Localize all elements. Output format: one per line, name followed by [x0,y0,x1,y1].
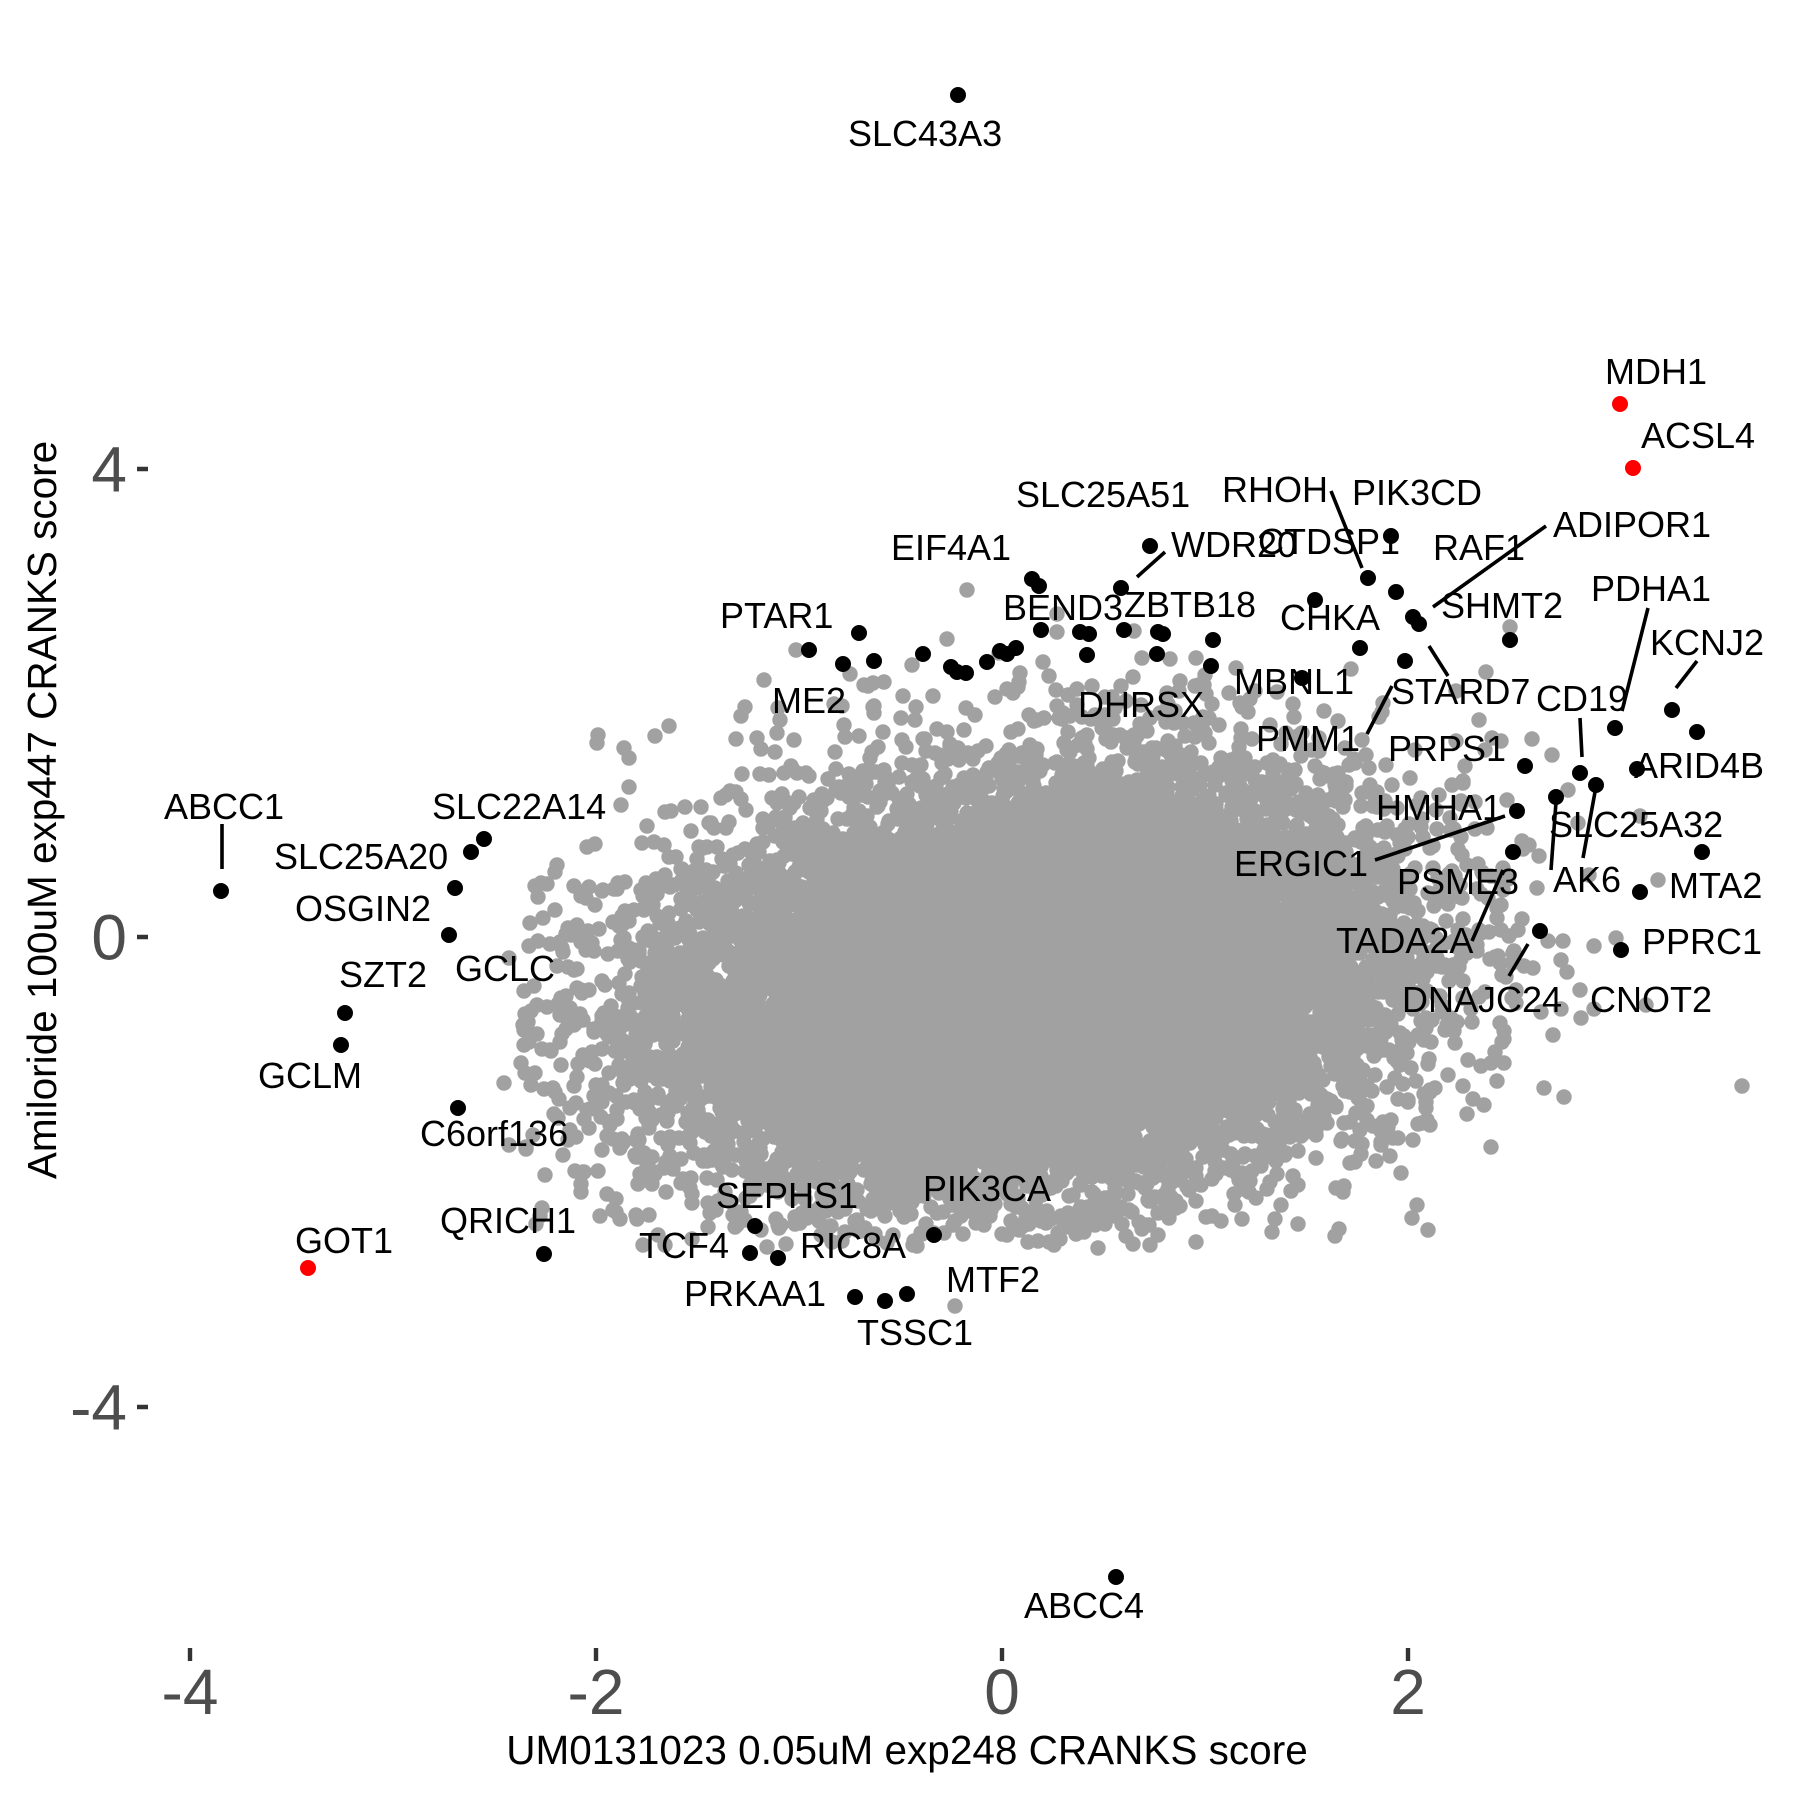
svg-text:SLC22A14: SLC22A14 [432,786,606,827]
svg-text:Amiloride 100uM exp447 CRANKS: Amiloride 100uM exp447 CRANKS score [19,441,65,1179]
svg-text:OSGIN2: OSGIN2 [295,888,431,929]
svg-text:PRKAA1: PRKAA1 [684,1273,826,1314]
svg-text:AK6: AK6 [1553,859,1621,900]
svg-text:0: 0 [91,902,127,974]
svg-text:ZBTB18: ZBTB18 [1124,584,1256,625]
svg-text:RHOH: RHOH [1222,469,1328,510]
svg-text:QRICH1: QRICH1 [440,1200,576,1241]
svg-text:PIK3CA: PIK3CA [923,1168,1051,1209]
svg-text:SEPHS1: SEPHS1 [716,1175,858,1216]
svg-text:ARID4B: ARID4B [1634,745,1764,786]
svg-text:PRPS1: PRPS1 [1388,728,1506,769]
svg-text:GCLM: GCLM [258,1055,362,1096]
svg-text:ERGIC1: ERGIC1 [1234,843,1368,884]
svg-text:CD19: CD19 [1536,678,1628,719]
svg-text:SHMT2: SHMT2 [1441,585,1563,626]
svg-text:CNOT2: CNOT2 [1590,979,1712,1020]
svg-text:ABCC1: ABCC1 [164,786,284,827]
svg-text:PPRC1: PPRC1 [1642,921,1762,962]
svg-text:MTF2: MTF2 [946,1259,1040,1300]
svg-text:SLC25A51: SLC25A51 [1016,474,1190,515]
svg-text:SLC43A3: SLC43A3 [848,113,1002,154]
svg-text:DHRSX: DHRSX [1078,684,1204,725]
svg-text:-2: -2 [568,1656,625,1728]
svg-text:PMM1: PMM1 [1256,718,1360,759]
svg-text:ACSL4: ACSL4 [1641,415,1755,456]
svg-text:MDH1: MDH1 [1605,351,1707,392]
svg-text:GCLC: GCLC [455,948,555,989]
svg-text:WDR20: WDR20 [1171,524,1297,565]
svg-text:RAF1: RAF1 [1433,527,1525,568]
svg-text:HMHA1: HMHA1 [1376,787,1502,828]
svg-text:GOT1: GOT1 [295,1220,393,1261]
svg-text:MTA2: MTA2 [1669,865,1762,906]
svg-text:-4: -4 [162,1656,219,1728]
svg-text:TADA2A: TADA2A [1336,920,1473,961]
svg-text:ME2: ME2 [772,680,846,721]
svg-text:PDHA1: PDHA1 [1591,568,1711,609]
svg-text:CTDSP1: CTDSP1 [1258,521,1400,562]
svg-text:EIF4A1: EIF4A1 [891,527,1011,568]
svg-text:0: 0 [984,1656,1020,1728]
svg-text:4: 4 [91,434,127,506]
svg-text:ADIPOR1: ADIPOR1 [1553,504,1711,545]
svg-text:TSSC1: TSSC1 [857,1312,973,1353]
svg-text:STARD7: STARD7 [1391,671,1530,712]
svg-text:-4: -4 [70,1372,127,1444]
svg-text:2: 2 [1390,1656,1426,1728]
svg-text:BEND3: BEND3 [1003,587,1123,628]
svg-text:SZT2: SZT2 [339,954,427,995]
svg-text:SLC25A32: SLC25A32 [1549,804,1723,845]
svg-text:CHKA: CHKA [1280,597,1380,638]
svg-text:SLC25A20: SLC25A20 [274,836,448,877]
svg-text:MBNL1: MBNL1 [1234,661,1354,702]
svg-text:TCF4: TCF4 [639,1225,729,1266]
svg-text:PIK3CD: PIK3CD [1352,472,1482,513]
svg-text:UM0131023 0.05uM exp248 CRANKS: UM0131023 0.05uM exp248 CRANKS score [506,1727,1307,1773]
svg-text:RIC8A: RIC8A [800,1225,906,1266]
svg-text:PSME3: PSME3 [1397,861,1519,902]
svg-text:ABCC4: ABCC4 [1024,1585,1144,1626]
svg-text:KCNJ2: KCNJ2 [1650,622,1764,663]
svg-text:DNAJC24: DNAJC24 [1402,979,1562,1020]
svg-text:C6orf136: C6orf136 [420,1113,568,1154]
svg-text:PTAR1: PTAR1 [720,595,833,636]
